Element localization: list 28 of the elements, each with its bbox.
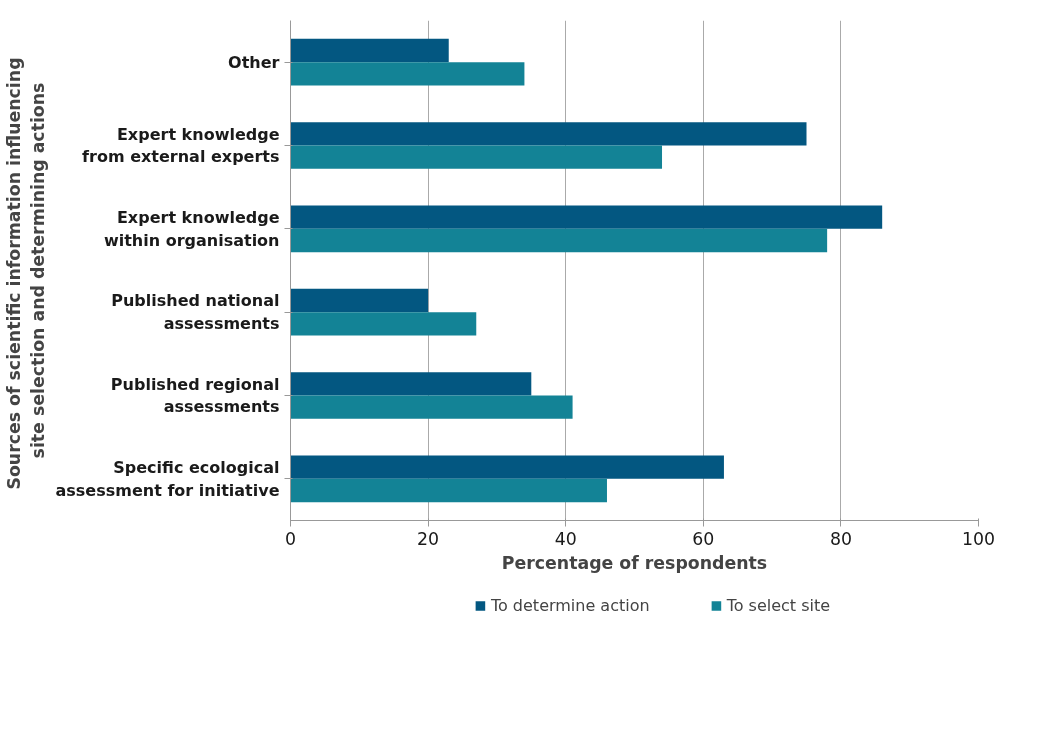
bar bbox=[290, 228, 828, 253]
bar bbox=[290, 38, 449, 63]
bar bbox=[290, 62, 525, 86]
bar bbox=[290, 288, 429, 313]
y-tick-label: Specific ecological assessment for initiative bbox=[55, 457, 280, 500]
x-tick-label: 80 bbox=[829, 528, 852, 549]
bar bbox=[290, 145, 663, 169]
legend-label: To determine action bbox=[490, 595, 650, 615]
y-tick-label: Published regional assessments bbox=[110, 374, 280, 417]
y-tick-label: Expert knowledge within organisation bbox=[103, 207, 280, 250]
x-tick-label: 20 bbox=[417, 528, 440, 549]
bar bbox=[290, 395, 573, 419]
bar bbox=[290, 122, 807, 146]
y-tick-label: Other bbox=[228, 52, 280, 72]
x-axis-title: Percentage of respondents bbox=[501, 552, 768, 573]
x-tick-label: 100 bbox=[961, 528, 996, 549]
bar bbox=[290, 205, 883, 229]
y-axis-title: Sources of scientific information influencing site selection and determining actions bbox=[3, 57, 48, 490]
x-tick-label: 40 bbox=[554, 528, 577, 549]
x-tick-label: 0 bbox=[284, 528, 297, 549]
y-tick-label: Published national assessments bbox=[111, 291, 280, 334]
bar bbox=[290, 312, 477, 336]
y-tick-label: Expert knowledge from external experts bbox=[82, 124, 280, 167]
bar bbox=[290, 372, 532, 396]
legend-label: To select site bbox=[726, 595, 831, 615]
bar bbox=[290, 455, 724, 479]
bar bbox=[290, 478, 607, 503]
x-tick-label: 60 bbox=[692, 528, 715, 549]
